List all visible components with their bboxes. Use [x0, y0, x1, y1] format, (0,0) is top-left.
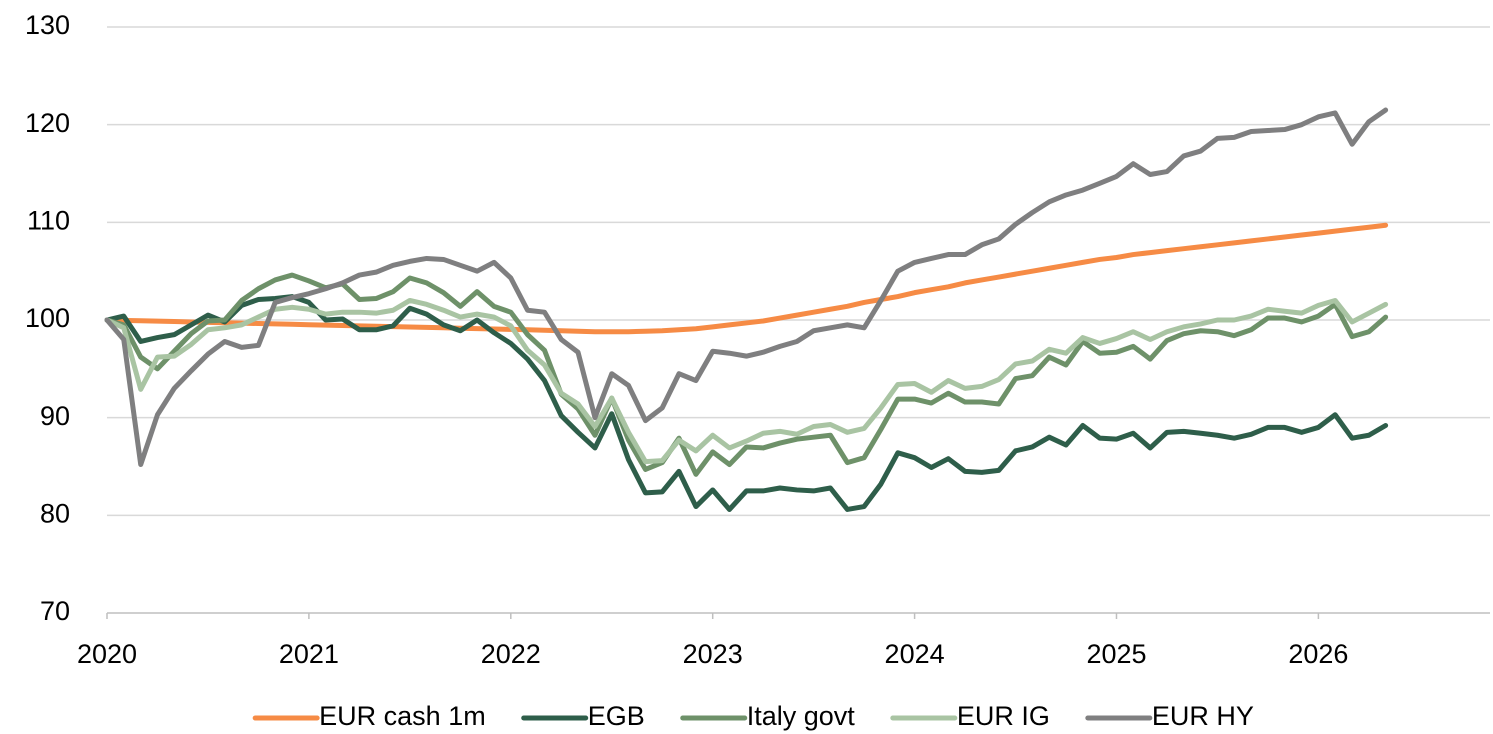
x-tick-label: 2026	[1288, 639, 1348, 669]
legend-label: EUR cash 1m	[319, 701, 486, 731]
y-tick-label: 120	[25, 108, 70, 138]
x-tick-label: 2025	[1086, 639, 1146, 669]
legend-label: EUR HY	[1152, 701, 1254, 731]
series-line	[104, 294, 1389, 512]
x-tick-label: 2023	[683, 639, 743, 669]
x-tick-label: 2020	[77, 639, 137, 669]
series-line	[104, 222, 1389, 335]
x-tick-label: 2024	[885, 639, 945, 669]
series-line	[104, 107, 1389, 468]
x-tick-label: 2022	[481, 639, 541, 669]
series-line	[104, 297, 1389, 465]
legend: EUR cash 1m EGB Italy govt EUR IG EUR HY	[252, 701, 1254, 731]
series-line	[104, 272, 1389, 477]
legend-label: EGB	[588, 701, 645, 731]
y-tick-label: 110	[27, 205, 70, 235]
y-tick-label: 130	[25, 10, 70, 40]
y-tick-label: 70	[40, 596, 70, 626]
x-tick-label: 2021	[279, 639, 339, 669]
legend-label: Italy govt	[747, 701, 856, 731]
y-tick-label: 90	[40, 401, 70, 431]
legend-label: EUR IG	[957, 701, 1050, 731]
y-tick-label: 80	[40, 498, 70, 528]
y-tick-label: 100	[25, 303, 70, 333]
